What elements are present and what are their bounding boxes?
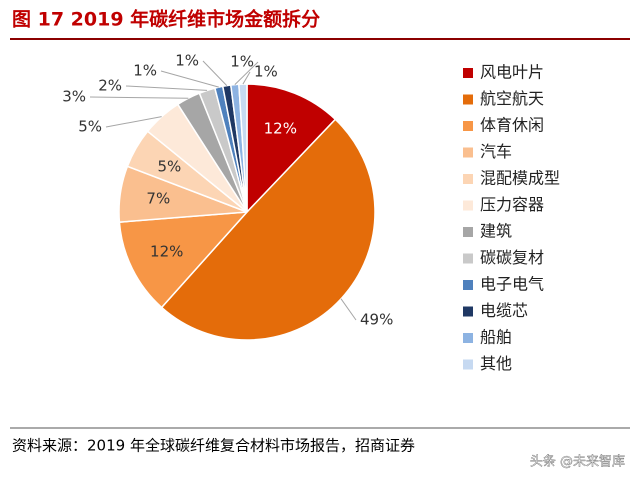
legend-label: 体育休闲	[480, 116, 544, 135]
legend-label: 船舶	[480, 328, 512, 347]
slice-label: 7%	[146, 190, 170, 208]
legend-swatch	[463, 306, 473, 317]
legend-swatch	[463, 200, 473, 211]
leader-line	[89, 96, 189, 99]
leader-line	[234, 61, 259, 85]
pie-slice	[160, 118, 376, 341]
legend-swatch	[463, 68, 473, 78]
legend-swatch	[463, 94, 473, 105]
leader-line	[105, 116, 162, 128]
slice-label: 1%	[175, 52, 199, 70]
legend-swatch	[463, 359, 473, 370]
watermark: 头条 @未来智库	[530, 454, 625, 470]
legend-swatch	[463, 121, 473, 131]
legend-label: 压力容器	[480, 195, 544, 214]
legend-swatch	[463, 147, 473, 158]
leader-line	[160, 70, 219, 88]
leader-line	[340, 298, 357, 321]
slice-label: 49%	[360, 311, 393, 329]
legend-label: 碳碳复材	[480, 248, 544, 267]
legend-label: 电子电气	[480, 275, 544, 294]
slice-label: 1%	[133, 62, 157, 80]
legend-label: 汽车	[480, 142, 512, 161]
chart-title: 图 17 2019 年碳纤维市场金额拆分	[12, 8, 320, 31]
legend-swatch	[463, 227, 473, 237]
slice-label: 1%	[254, 63, 278, 81]
pie-slice	[246, 83, 337, 214]
slice-label: 12%	[150, 242, 183, 260]
slice-label: 1%	[230, 53, 254, 71]
leader-line	[242, 71, 251, 85]
slice-label: 5%	[78, 118, 102, 136]
pie-slice	[118, 211, 249, 309]
legend-swatch	[463, 174, 473, 184]
source: 资料来源：2019 年全球碳纤维复合材料市场报告，招商证券	[12, 437, 415, 455]
legend-label: 电缆芯	[480, 301, 528, 320]
legend-swatch	[463, 280, 473, 290]
legend-label: 其他	[480, 354, 512, 373]
leader-line	[125, 85, 208, 91]
legend-label: 风电叶片	[480, 63, 544, 82]
legend-label: 航空航天	[480, 89, 544, 108]
legend-label: 建筑	[480, 222, 512, 241]
legend-swatch	[463, 333, 473, 343]
leader-line	[202, 60, 228, 86]
slice-label: 3%	[62, 88, 86, 106]
legend-label: 混配模成型	[480, 169, 560, 188]
slice-label: 5%	[158, 158, 182, 176]
slice-label: 12%	[264, 119, 297, 137]
slice-label: 2%	[98, 77, 122, 95]
legend-swatch	[463, 253, 473, 264]
